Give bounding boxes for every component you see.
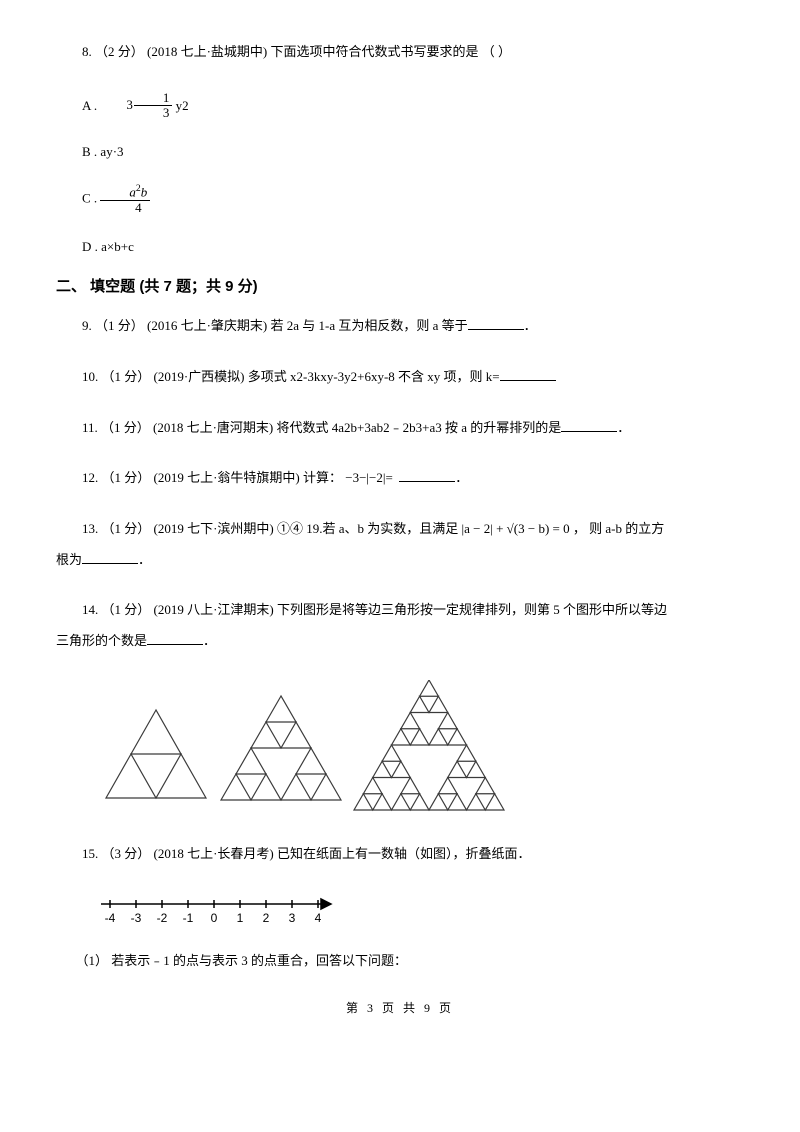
q13-pre: 13. （1 分） (2019 七下·滨州期中) ①④ 19.若 a、b 为实数… (82, 521, 462, 536)
svg-text:4: 4 (315, 911, 322, 925)
q13-line2: 根为 (56, 552, 82, 567)
figure-number-line: -4 -3 -2 -1 0 1 2 3 4 (96, 892, 744, 936)
fill-blank (561, 418, 617, 432)
fill-blank (82, 550, 138, 564)
q8-option-c: C . a2b 4 (56, 184, 744, 215)
q9-end: ． (524, 318, 537, 333)
svg-text:-1: -1 (183, 911, 194, 925)
fill-blank (399, 468, 455, 482)
q12-math-expr: −3−|−2|= (345, 470, 393, 485)
figure-sierpinski-triangles (96, 680, 744, 824)
q13-mid: ， 则 a-b 的立方 (573, 521, 664, 536)
svg-text:0: 0 (211, 911, 218, 925)
opt-a-suffix: y2 (176, 97, 189, 112)
fill-blank (500, 367, 556, 381)
question-11: 11. （1 分） (2018 七上·唐河期末) 将代数式 4a2b+3ab2﹣… (56, 416, 744, 441)
question-12: 12. （1 分） (2019 七上·翁牛特旗期中) 计算： −3−|−2|= … (56, 466, 744, 491)
q8-option-a: A . 3 13 y2 (56, 91, 744, 121)
q8-option-d: D . a×b+c (56, 239, 744, 255)
svg-text:1: 1 (237, 911, 244, 925)
question-13-line1: 13. （1 分） (2019 七下·滨州期中) ①④ 19.若 a、b 为实数… (56, 517, 744, 542)
q9-text: 9. （1 分） (2016 七上·肇庆期末) 若 2a 与 1-a 互为相反数… (82, 318, 468, 333)
svg-text:-4: -4 (105, 911, 116, 925)
section-2-header: 二、 填空题 (共 7 题；共 9 分) (56, 275, 744, 296)
opt-c-prefix: C . (82, 191, 100, 206)
svg-text:-3: -3 (131, 911, 142, 925)
q11-end: ． (617, 420, 630, 435)
question-14-line2: 三角形的个数是 ． (56, 629, 744, 654)
question-13-line2: 根为 ． (56, 548, 744, 573)
opt-a-prefix: A . (82, 97, 100, 112)
q12-pre: 12. （1 分） (2019 七上·翁牛特旗期中) 计算： (82, 470, 342, 485)
svg-text:2: 2 (263, 911, 270, 925)
q14-end: ． (203, 633, 216, 648)
fraction-a2b-over-4: a2b 4 (100, 184, 150, 215)
q14-b: 三角形的个数是 (56, 633, 147, 648)
svg-text:3: 3 (289, 911, 296, 925)
q11-text: 11. （1 分） (2018 七上·唐河期末) 将代数式 4a2b+3ab2﹣… (82, 420, 561, 435)
q12-end: ． (455, 470, 468, 485)
svg-text:-2: -2 (157, 911, 168, 925)
q8-option-b: B . ay·3 (56, 144, 744, 160)
q13-end: ． (138, 552, 151, 567)
question-14-line1: 14. （1 分） (2019 八上·江津期末) 下列图形是将等边三角形按一定规… (56, 598, 744, 623)
question-15: 15. （3 分） (2018 七上·长春月考) 已知在纸面上有一数轴（如图），… (56, 842, 744, 867)
question-9: 9. （1 分） (2016 七上·肇庆期末) 若 2a 与 1-a 互为相反数… (56, 314, 744, 339)
q10-text: 10. （1 分） (2019·广西模拟) 多项式 x2-3kxy-3y2+6x… (82, 369, 500, 384)
mixed-number-3-1-3: 3 13 (100, 91, 172, 121)
question-10: 10. （1 分） (2019·广西模拟) 多项式 x2-3kxy-3y2+6x… (56, 365, 744, 390)
q13-math-expr: |a − 2| + √(3 − b) = 0 (462, 521, 570, 536)
page-footer: 第 3 页 共 9 页 (56, 999, 744, 1016)
question-15-sub1: （1） 若表示﹣1 的点与表示 3 的点重合，回答以下问题： (56, 950, 744, 969)
fill-blank (468, 316, 524, 330)
question-8-stem: 8. （2 分） (2018 七上·盐城期中) 下面选项中符合代数式书写要求的是… (56, 40, 744, 65)
fill-blank (147, 631, 203, 645)
